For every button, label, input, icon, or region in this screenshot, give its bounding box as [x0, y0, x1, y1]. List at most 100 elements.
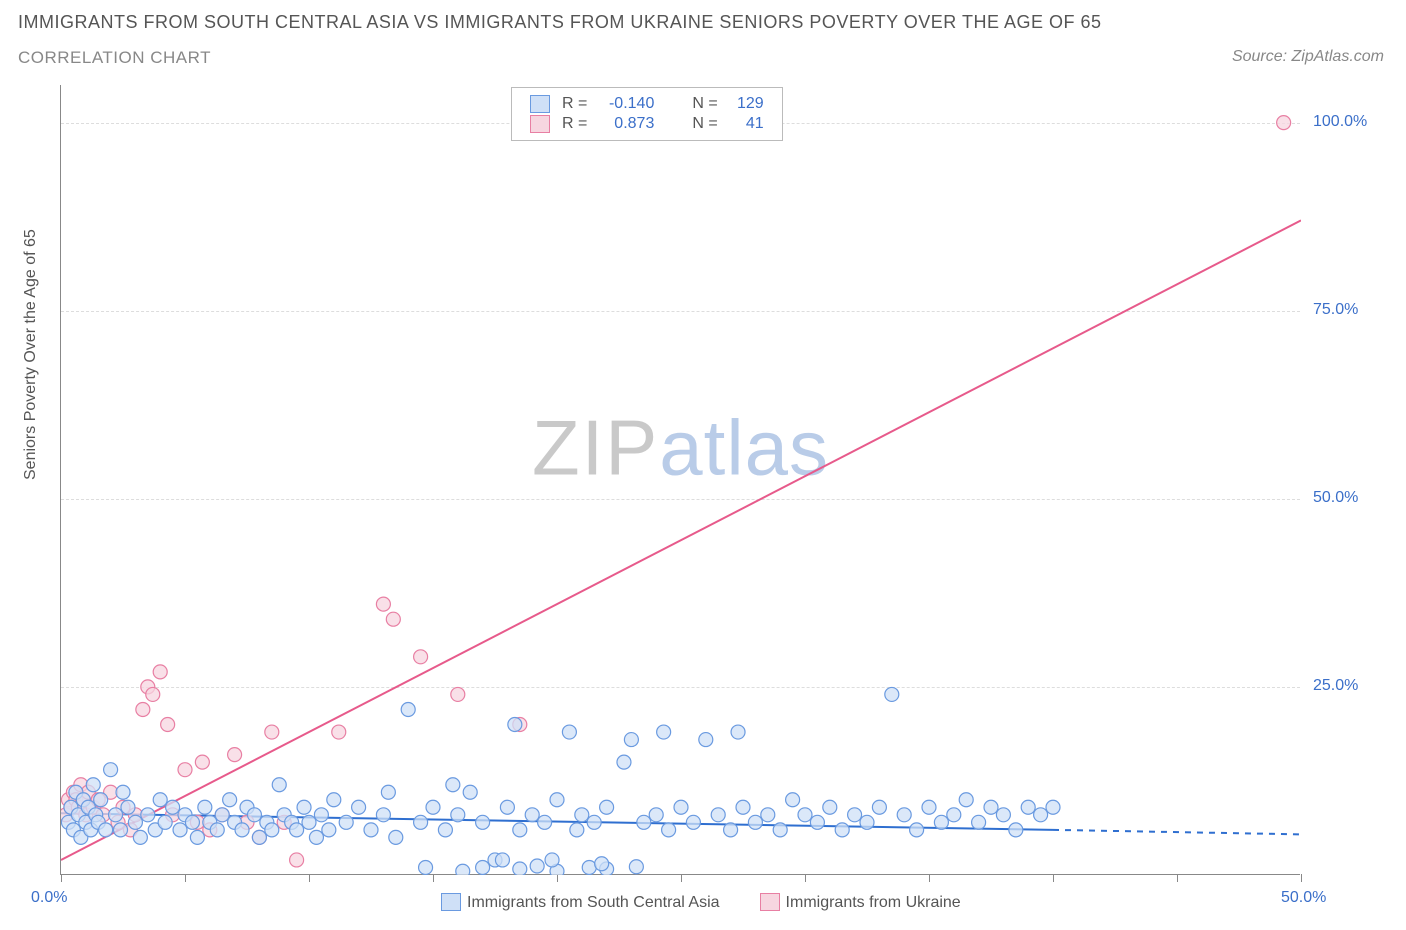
data-point	[376, 808, 390, 822]
data-point	[860, 815, 874, 829]
legend-n-value: 41	[724, 114, 770, 134]
data-point	[419, 860, 433, 874]
data-point	[426, 800, 440, 814]
data-point	[332, 725, 346, 739]
data-point	[190, 830, 204, 844]
x-tick-label: 50.0%	[1281, 889, 1326, 907]
data-point	[810, 815, 824, 829]
data-point	[1034, 808, 1048, 822]
plot-svg	[61, 85, 1301, 875]
data-point	[508, 718, 522, 732]
fit-line	[1053, 830, 1301, 835]
x-tick	[805, 874, 806, 882]
data-point	[823, 800, 837, 814]
legend-r-value: 0.873	[593, 114, 660, 134]
legend-swatch	[760, 893, 780, 911]
legend-n-label: N =	[686, 94, 723, 114]
y-tick-label: 100.0%	[1313, 113, 1367, 131]
data-point	[389, 830, 403, 844]
x-tick	[681, 874, 682, 882]
data-point	[114, 823, 128, 837]
data-point	[1021, 800, 1035, 814]
data-point	[438, 823, 452, 837]
x-tick-label: 0.0%	[31, 889, 67, 907]
data-point	[290, 823, 304, 837]
source-attribution: Source: ZipAtlas.com	[1232, 48, 1384, 66]
series-legend-label: Immigrants from Ukraine	[786, 894, 961, 911]
data-point	[451, 687, 465, 701]
data-point	[984, 800, 998, 814]
data-point	[872, 800, 886, 814]
legend-row: R =-0.140N =129	[524, 94, 770, 114]
data-point	[835, 823, 849, 837]
data-point	[228, 748, 242, 762]
legend-r-label: R =	[556, 114, 593, 134]
data-point	[699, 733, 713, 747]
data-point	[798, 808, 812, 822]
data-point	[600, 800, 614, 814]
data-point	[786, 793, 800, 807]
data-point	[1009, 823, 1023, 837]
data-point	[265, 823, 279, 837]
plot-area: ZIPatlas R =-0.140N =129R =0.873N =41 Im…	[60, 85, 1380, 875]
data-point	[595, 857, 609, 871]
data-point	[352, 800, 366, 814]
data-point	[364, 823, 378, 837]
data-point	[173, 823, 187, 837]
data-point	[657, 725, 671, 739]
data-point	[736, 800, 750, 814]
data-point	[265, 725, 279, 739]
data-point	[376, 597, 390, 611]
legend-row: R =0.873N =41	[524, 114, 770, 134]
fit-line	[61, 220, 1301, 860]
y-tick-label: 75.0%	[1313, 301, 1358, 319]
data-point	[309, 830, 323, 844]
data-point	[761, 808, 775, 822]
data-point	[525, 808, 539, 822]
data-point	[339, 815, 353, 829]
legend-swatch	[530, 95, 550, 113]
data-point	[327, 793, 341, 807]
data-point	[386, 612, 400, 626]
data-point	[302, 815, 316, 829]
data-point	[1046, 800, 1060, 814]
data-point	[456, 864, 470, 875]
data-point	[624, 733, 638, 747]
data-point	[617, 755, 631, 769]
data-point	[99, 823, 113, 837]
x-tick	[61, 874, 62, 882]
series-legend-label: Immigrants from South Central Asia	[467, 894, 720, 911]
data-point	[500, 800, 514, 814]
data-point	[463, 785, 477, 799]
data-point	[322, 823, 336, 837]
data-point	[215, 808, 229, 822]
data-point	[550, 793, 564, 807]
data-point	[731, 725, 745, 739]
data-point	[773, 823, 787, 837]
x-tick	[557, 874, 558, 882]
data-point	[252, 830, 266, 844]
series-legend-item: Immigrants from Ukraine	[760, 894, 961, 911]
x-tick	[1053, 874, 1054, 882]
data-point	[223, 793, 237, 807]
data-point	[530, 859, 544, 873]
data-point	[513, 823, 527, 837]
correlation-legend-table: R =-0.140N =129R =0.873N =41	[524, 94, 770, 134]
data-point	[198, 800, 212, 814]
data-point	[195, 755, 209, 769]
data-point	[562, 725, 576, 739]
data-point	[570, 823, 584, 837]
legend-n-value: 129	[724, 94, 770, 114]
data-point	[674, 800, 688, 814]
data-point	[153, 793, 167, 807]
data-point	[1277, 116, 1291, 130]
correlation-legend: R =-0.140N =129R =0.873N =41	[511, 87, 783, 141]
data-point	[153, 665, 167, 679]
series-legend-item: Immigrants from South Central Asia	[441, 894, 720, 911]
data-point	[495, 853, 509, 867]
data-point	[141, 808, 155, 822]
data-point	[513, 862, 527, 875]
data-point	[947, 808, 961, 822]
data-point	[290, 853, 304, 867]
data-point	[247, 808, 261, 822]
